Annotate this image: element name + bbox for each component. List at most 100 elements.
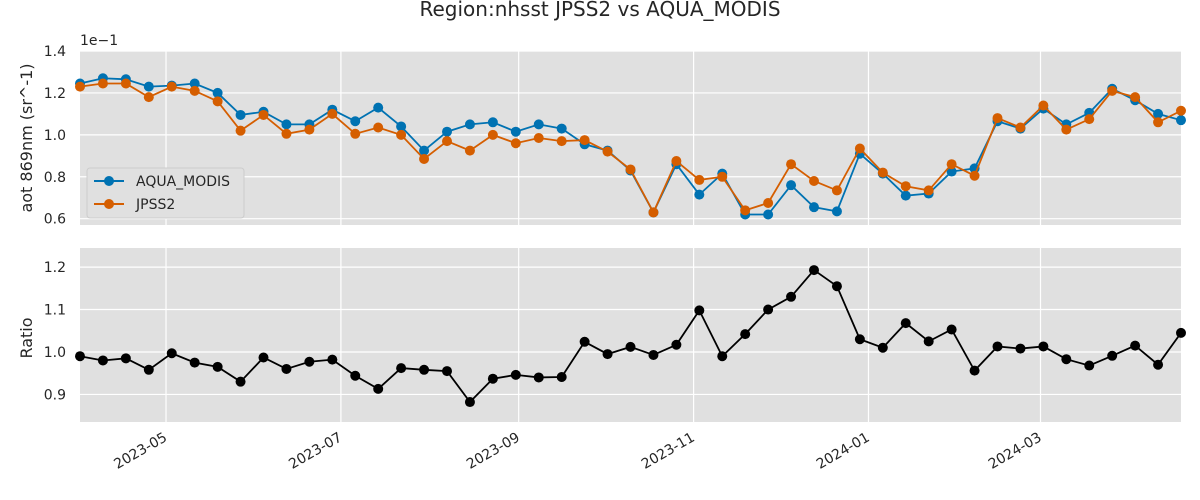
bottom-series-0-point bbox=[464, 397, 475, 408]
top-series-0-point bbox=[694, 189, 705, 200]
top-series-1-point bbox=[464, 145, 475, 156]
top-series-0-point bbox=[212, 87, 223, 98]
bottom-series-0-point bbox=[740, 329, 751, 340]
top-series bbox=[75, 73, 1186, 220]
bottom-series-0-point bbox=[969, 365, 980, 376]
top-y-tick-label: 1.2 bbox=[44, 86, 66, 102]
top-series-1-point bbox=[1153, 117, 1164, 128]
bottom-series-0-point bbox=[877, 342, 888, 353]
top-series-1-point bbox=[120, 78, 131, 89]
top-series-1-point bbox=[235, 125, 246, 136]
top-series-1-point bbox=[510, 138, 521, 149]
bottom-series-0-point bbox=[189, 357, 200, 368]
bottom-series-0-point bbox=[992, 341, 1003, 352]
top-series-1-point bbox=[946, 159, 957, 170]
legend: AQUA_MODIS JPSS2 bbox=[86, 167, 245, 219]
bottom-series-0-point bbox=[1038, 341, 1049, 352]
bottom-series-0-point bbox=[923, 336, 934, 347]
top-series-1-point bbox=[579, 135, 590, 146]
top-series-1-point bbox=[900, 181, 911, 192]
top-series-1-point bbox=[1015, 122, 1026, 133]
bottom-series-0-point bbox=[1130, 340, 1141, 351]
top-series-1-point bbox=[258, 109, 269, 120]
top-y-tick-label: 1.0 bbox=[44, 128, 66, 144]
bottom-series-0-point bbox=[166, 348, 177, 359]
legend-box bbox=[86, 167, 245, 219]
bottom-series-0-point bbox=[854, 334, 865, 345]
legend-marker-jpss2 bbox=[104, 199, 114, 209]
legend-label-jpss2: JPSS2 bbox=[135, 197, 175, 213]
x-tick-label: 2024-03 bbox=[986, 430, 1045, 473]
top-panel: 1.4 1.2 1.0 0.8 0.6 1e−1 aot 869nm (sr^-1) A… bbox=[17, 33, 1186, 228]
bottom-series-0-point bbox=[373, 383, 384, 394]
bottom-series-0-point bbox=[1015, 343, 1026, 354]
top-series-0-point bbox=[419, 145, 430, 156]
top-y-tick-label: 0.6 bbox=[44, 212, 66, 228]
top-series-0-point bbox=[1153, 108, 1164, 119]
top-series-1-point bbox=[1107, 85, 1118, 96]
top-series-1-point bbox=[396, 129, 407, 140]
top-plot-area bbox=[80, 51, 1181, 225]
top-series-0-point bbox=[510, 126, 521, 137]
bottom-series-0-point bbox=[97, 355, 108, 366]
bottom-series-0-point bbox=[487, 373, 498, 384]
top-series-1-point bbox=[831, 185, 842, 196]
bottom-series-0-point bbox=[442, 366, 452, 377]
top-series-1-point bbox=[304, 124, 315, 135]
top-series-0-point bbox=[900, 190, 911, 201]
top-series-1-point bbox=[602, 146, 613, 157]
top-series-1-point bbox=[189, 85, 200, 96]
bottom-series-0-point bbox=[694, 305, 705, 316]
top-series-1-point bbox=[992, 113, 1003, 124]
bottom-series-0-point bbox=[556, 372, 567, 383]
top-series-0-point bbox=[487, 117, 498, 128]
top-series-0-point bbox=[809, 202, 819, 213]
top-series-1-point bbox=[442, 136, 452, 147]
bottom-series-0-point bbox=[350, 370, 361, 381]
bottom-y-tick-label: 1.0 bbox=[44, 345, 66, 361]
top-series-1-point bbox=[556, 136, 567, 147]
top-series-0-point bbox=[442, 126, 452, 137]
top-series-1-point bbox=[327, 108, 338, 119]
top-series-1-point bbox=[419, 153, 430, 164]
top-series-1-point bbox=[533, 133, 544, 143]
top-series-0-point bbox=[189, 78, 200, 89]
top-series-0-point bbox=[763, 209, 774, 220]
legend-marker-aqua-modis bbox=[104, 176, 114, 186]
bottom-series-0-point bbox=[120, 353, 131, 364]
top-series-1-point bbox=[1061, 124, 1072, 135]
top-series-1-point bbox=[648, 207, 659, 218]
top-series-0-point bbox=[786, 180, 797, 191]
top-series-1-point bbox=[786, 159, 797, 170]
top-series-0-point bbox=[396, 121, 407, 132]
bottom-series-0-point bbox=[1061, 354, 1072, 365]
top-series-1-point bbox=[763, 197, 774, 208]
top-series-1-point bbox=[373, 122, 384, 133]
top-series-1-point bbox=[969, 170, 980, 181]
bottom-y-tick-label: 0.9 bbox=[44, 387, 66, 403]
top-series-0-point bbox=[831, 206, 842, 217]
top-series-0-point bbox=[1176, 115, 1186, 126]
top-series-1-point bbox=[281, 128, 292, 139]
legend-label-aqua-modis: AQUA_MODIS bbox=[136, 174, 230, 190]
top-series-0-point bbox=[946, 166, 957, 177]
x-tick-label: 2024-01 bbox=[814, 430, 873, 473]
top-series-1-point bbox=[97, 78, 108, 89]
bottom-series-0-point bbox=[900, 318, 911, 329]
bottom-series bbox=[75, 265, 1186, 408]
bottom-series-0-point bbox=[1107, 350, 1118, 361]
top-series-0-point bbox=[533, 119, 544, 130]
top-series-0-point bbox=[464, 119, 475, 130]
top-series-1-point bbox=[75, 81, 85, 92]
top-series-1-point bbox=[923, 185, 934, 196]
bottom-grid bbox=[80, 248, 1181, 422]
bottom-y-axis-label: Ratio bbox=[17, 317, 36, 358]
bottom-y-tick-label: 1.1 bbox=[44, 303, 66, 319]
bottom-series-0-point bbox=[831, 281, 842, 292]
bottom-series-0-point bbox=[786, 291, 797, 302]
bottom-series-0-point bbox=[809, 265, 819, 276]
bottom-series-0-point bbox=[281, 363, 292, 374]
top-series-1-point bbox=[487, 129, 498, 140]
top-series-1-point bbox=[1084, 114, 1095, 125]
